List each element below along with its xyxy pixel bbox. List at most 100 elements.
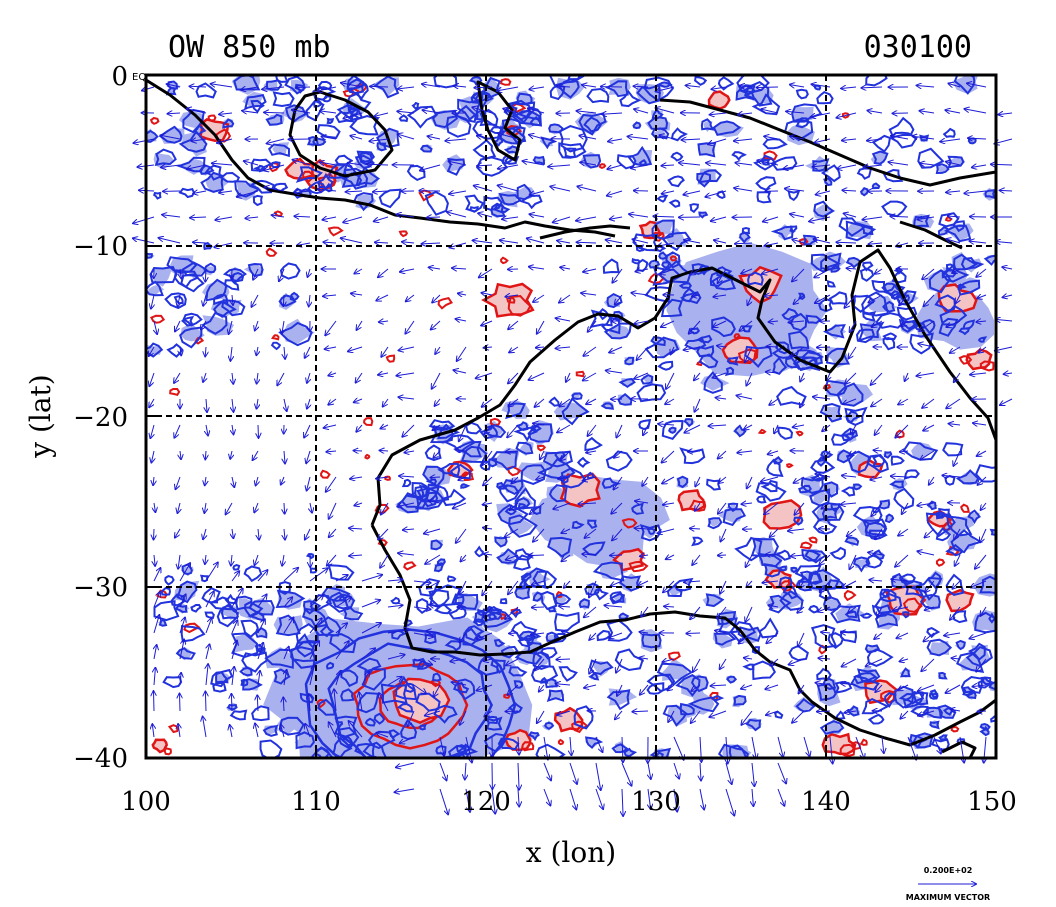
wind-vector	[326, 451, 337, 452]
blue-contour-line	[272, 91, 295, 108]
wind-vector	[579, 136, 597, 139]
blue-contour-line	[882, 168, 904, 183]
wind-vector	[785, 189, 805, 191]
shaded-contour-patch	[180, 323, 205, 342]
wind-vector	[532, 607, 545, 608]
blue-contour-line	[787, 189, 801, 202]
blue-contour-line	[825, 347, 851, 366]
blue-contour-line	[544, 721, 555, 730]
blue-contour-line	[917, 147, 945, 169]
blue-contour-line	[428, 419, 456, 432]
wind-vector	[431, 320, 441, 330]
wind-vector	[752, 762, 754, 786]
blue-contour-line	[819, 402, 843, 423]
blue-contour-line	[578, 112, 607, 136]
red-contour-speck	[403, 561, 417, 571]
wind-vector	[569, 762, 577, 784]
wind-vector	[498, 133, 519, 140]
blue-contour-line	[586, 87, 610, 104]
blue-contour-line	[425, 483, 450, 503]
wind-vector	[383, 398, 389, 407]
wind-vector	[305, 346, 311, 358]
blue-contour-line	[647, 116, 669, 130]
wind-vector	[402, 242, 415, 243]
red-contour-speck	[363, 417, 374, 427]
blue-contour-line	[182, 312, 203, 327]
wind-vector	[998, 113, 1013, 115]
red-contour-speck	[437, 296, 453, 310]
wind-vector	[294, 216, 311, 217]
blue-contour-line	[624, 356, 635, 366]
blue-contour-line	[592, 561, 625, 582]
blue-contour-line	[255, 626, 268, 639]
blue-contour-line	[859, 612, 873, 619]
wind-vector	[606, 240, 623, 243]
wind-vector	[320, 111, 337, 113]
red-contour-patch	[857, 459, 884, 479]
wind-vector	[634, 372, 649, 379]
blue-contour-line	[445, 115, 472, 138]
wind-vector	[482, 293, 493, 295]
red-contour-speck	[822, 383, 832, 391]
blue-contour-line	[988, 681, 996, 691]
blue-contour-line	[388, 729, 401, 739]
wind-vector	[583, 269, 597, 272]
wind-vector	[811, 112, 831, 117]
blue-contour-line	[829, 546, 847, 561]
wind-vector	[219, 191, 233, 193]
wind-vector	[533, 294, 545, 302]
wind-vector	[428, 136, 441, 139]
wind-vector	[356, 424, 363, 432]
wind-vector	[212, 163, 233, 165]
blue-contour-line	[661, 419, 684, 440]
wind-vector	[296, 87, 311, 88]
blue-contour-line	[510, 620, 538, 642]
blue-contour-line	[857, 321, 885, 342]
wind-vector	[837, 164, 857, 169]
blue-contour-line	[605, 450, 633, 472]
blue-contour-line	[547, 606, 557, 613]
wind-vector	[918, 217, 935, 220]
wind-vector	[180, 694, 181, 712]
wind-vector	[343, 216, 363, 222]
wind-vector	[671, 346, 675, 354]
blue-contour-line	[646, 527, 656, 535]
blue-contour-line	[926, 638, 953, 657]
blue-contour-line	[451, 593, 479, 610]
wind-vector	[256, 346, 258, 355]
wind-vector	[253, 450, 259, 460]
wind-vector	[682, 139, 701, 140]
wind-vector	[868, 111, 883, 114]
wind-vector	[134, 138, 155, 143]
blue-contour-line	[867, 713, 885, 725]
blue-contour-line	[938, 671, 948, 680]
wind-vector	[262, 87, 285, 89]
blue-contour-line	[667, 175, 685, 188]
wind-vector	[454, 86, 467, 87]
wind-vector	[252, 294, 259, 307]
blue-contour-line	[827, 632, 844, 649]
wind-vector	[952, 269, 961, 273]
wind-vector	[205, 268, 206, 282]
wind-vector	[923, 424, 935, 431]
wind-vector	[174, 372, 181, 383]
wind-vector	[187, 109, 207, 114]
wind-vector	[789, 321, 805, 322]
blue-contour-line	[326, 117, 335, 125]
blue-contour-line	[201, 587, 221, 604]
wind-vector	[448, 161, 467, 166]
wind-vector	[814, 268, 831, 277]
wind-vector	[978, 346, 987, 353]
wind-vector	[725, 762, 732, 784]
wind-vector	[149, 372, 155, 386]
wind-vector	[308, 268, 311, 277]
wind-vector	[477, 165, 493, 166]
blue-contour-line	[850, 675, 880, 691]
wind-vector	[827, 372, 830, 380]
wind-vector	[341, 83, 363, 88]
blue-contour-line	[852, 294, 876, 313]
blue-contour-line	[649, 747, 672, 758]
wind-vector	[615, 294, 623, 304]
blue-contour-line	[898, 573, 916, 585]
blue-contour-line	[865, 75, 888, 87]
